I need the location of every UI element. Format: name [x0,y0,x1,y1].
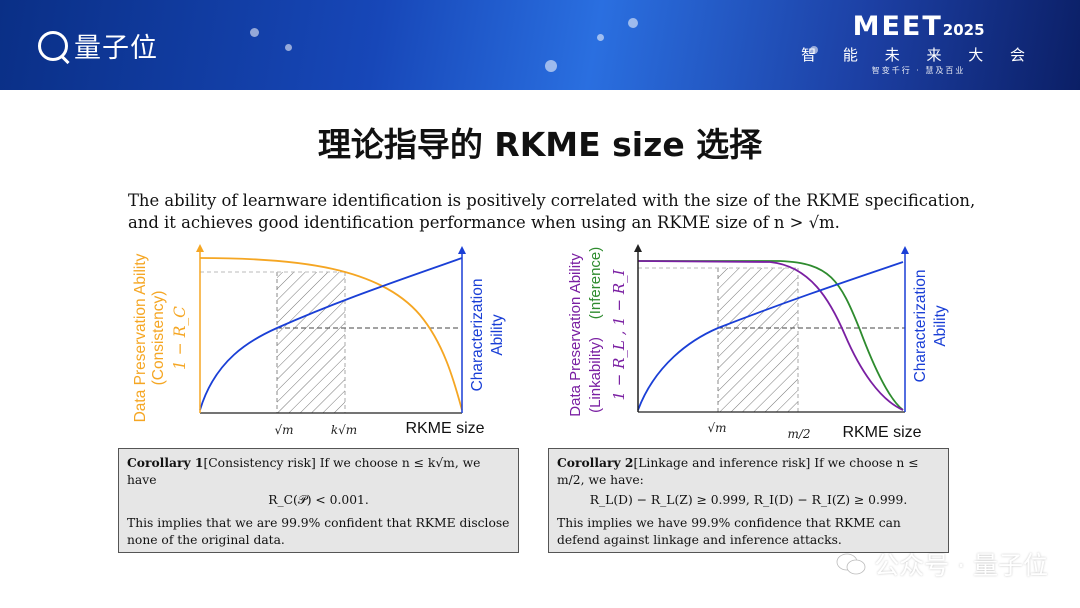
event-subtitle: 智 能 未 来 大 会 [801,46,1036,64]
corollary-1-equation: R_C(𝒫) < 0.001. [268,493,369,507]
bokeh-dot [285,44,292,51]
slide-title: 理论指导的 RKME size 选择 [317,125,763,164]
series-consistency-curve [199,257,463,411]
corollary-2-box: Corollary 2[Linkage and inference risk] … [548,448,949,553]
corollary-2-label: Corollary 2 [557,455,634,470]
hatched-region [277,272,345,413]
event-logo: MEET2025 智 能 未 来 大 会 智变千行 · 慧及百业 [801,12,1036,77]
y-axis-right-label: Characterization Ability [469,279,506,392]
hatched-region [718,268,798,412]
series-characterization-curve [199,257,463,411]
y-axis-right-label: Characterization Ability [912,270,949,383]
chart-1: √m k√m RKME size Data Preservation Abili… [132,244,506,437]
logo-q-icon [38,30,68,61]
svg-text:Ability: Ability [932,305,949,347]
x-tick-k-sqrt-m: k√m [331,423,357,437]
y-axis-left-label: Data Preservation Ability (Linkability) … [567,247,628,417]
wechat-icon [836,553,866,575]
bokeh-dot [628,18,638,28]
logo[interactable]: 量子位 [38,26,158,65]
corollary-1-box: Corollary 1[Consistency risk] If we choo… [118,448,519,553]
corollary-2-head: Corollary 2[Linkage and inference risk] … [557,455,919,487]
corollary-1-head: Corollary 1[Consistency risk] If we choo… [127,455,481,487]
chart-2: √m m/2 RKME size Data Preservation Abili… [567,244,949,441]
x-tick-sqrt-m: √m [274,423,293,437]
header-banner: 量子位 MEET2025 智 能 未 来 大 会 智变千行 · 慧及百业 [0,0,1080,90]
svg-text:1 − R_C: 1 − R_C [171,306,189,370]
intro-line-2: and it achieves good identification perf… [128,213,840,232]
watermark: 公众号 · 量子位 [836,546,1048,582]
svg-text:1 − R_L , 1 − R_I: 1 − R_L , 1 − R_I [610,268,628,400]
x-axis-label: RKME size [842,424,921,441]
x-axis-label: RKME size [405,420,484,437]
svg-text:(Linkability): (Linkability) [587,337,604,413]
svg-text:(Inference): (Inference) [587,247,604,320]
event-tagline: 智变千行 · 慧及百业 [871,66,966,75]
svg-text:Data Preservation Ability: Data Preservation Ability [132,253,149,422]
y-axis-left-label: Data Preservation Ability (Consistency) … [132,253,189,422]
svg-text:Data Preservation Ability: Data Preservation Ability [567,253,584,417]
y-axis-right-arrow [458,246,466,254]
corollary-2-note: This implies we have 99.9% confidence th… [557,516,901,547]
svg-text:Characterization: Characterization [469,279,486,392]
corollary-2-equation: R_L(D) − R_L(Z) ≥ 0.999, R_I(D) − R_I(Z)… [589,493,908,507]
y-axis-left-arrow [634,244,642,252]
y-axis-left-arrow [196,244,204,252]
x-tick-m-half: m/2 [787,427,810,441]
series-linkability-curve [637,260,904,411]
bokeh-dot [250,28,259,37]
corollary-1-label: Corollary 1 [127,455,204,470]
series-characterization-curve [637,261,904,411]
y-axis-right-arrow [901,246,909,254]
bokeh-dot [810,46,818,54]
intro-line-1: The ability of learnware identification … [128,191,976,210]
logo-text: 量子位 [74,33,158,64]
series-inference-curve [638,260,904,411]
watermark-text: 公众号 · 量子位 [874,551,1048,580]
event-title: MEET2025 [852,11,985,42]
bokeh-dot [545,60,557,72]
corollary-1-note: This implies that we are 99.9% confident… [127,516,510,547]
x-tick-sqrt-m: √m [707,421,726,435]
intro-paragraph: The ability of learnware identification … [128,190,976,234]
svg-text:Ability: Ability [489,314,506,356]
bokeh-dot [597,34,604,41]
svg-text:Characterization: Characterization [912,270,929,383]
svg-text:(Consistency): (Consistency) [150,291,167,386]
event-year: 2025 [942,21,985,39]
